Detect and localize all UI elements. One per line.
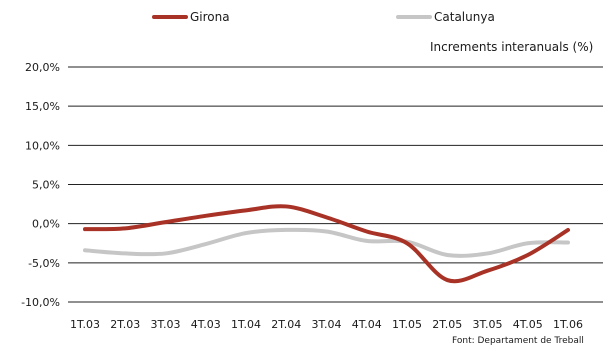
x-tick-label: 3T.03 (151, 318, 181, 331)
x-tick-label: 1T.05 (392, 318, 422, 331)
x-tick-label: 4T.03 (191, 318, 221, 331)
y-tick-label: -10,0% (21, 296, 60, 309)
x-tick-label: 1T.03 (70, 318, 100, 331)
x-tick-label: 2T.05 (432, 318, 462, 331)
x-tick-label: 4T.05 (513, 318, 543, 331)
x-tick-label: 4T.04 (352, 318, 382, 331)
y-tick-label: 15,0% (25, 100, 60, 113)
x-tick-label: 1T.06 (553, 318, 583, 331)
y-tick-label: 10,0% (25, 139, 60, 152)
legend-line-girona (152, 15, 188, 19)
legend-line-catalunya (396, 15, 432, 19)
y-tick-label: 20,0% (25, 61, 60, 74)
x-tick-label: 2T.04 (271, 318, 301, 331)
source-note: Font: Departament de Treball (452, 336, 584, 346)
series-line-catalunya (83, 227, 570, 258)
legend-label-girona: Girona (190, 10, 230, 24)
legend-label-catalunya: Catalunya (434, 10, 495, 24)
series-line-girona (83, 204, 570, 284)
x-tick-label: 1T.04 (231, 318, 261, 331)
y-tick-label: 5,0% (32, 179, 60, 192)
y-tick-label: 0,0% (32, 218, 60, 231)
chart-subtitle: Increments interanuals (%) (430, 40, 594, 54)
y-tick-label: -5,0% (28, 257, 60, 270)
x-tick-label: 3T.04 (312, 318, 342, 331)
x-tick-label: 2T.03 (110, 318, 140, 331)
x-tick-label: 3T.05 (473, 318, 503, 331)
